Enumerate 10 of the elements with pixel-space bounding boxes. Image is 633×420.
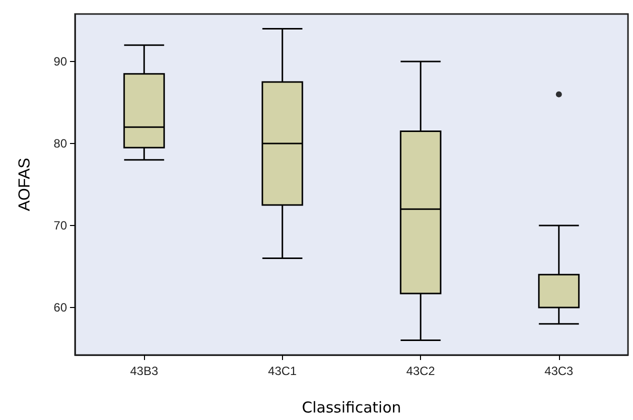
y-tick-label: 70 — [54, 218, 68, 232]
y-tick-label: 60 — [54, 300, 68, 314]
x-tick-label: 43C1 — [268, 364, 298, 378]
x-axis-title: Classification — [302, 398, 402, 416]
y-tick-label: 80 — [54, 136, 68, 151]
x-tick-label: 43C2 — [406, 364, 436, 378]
y-axis-title: AOFAS — [16, 158, 34, 212]
x-tick-label: 43B3 — [130, 364, 158, 378]
y-tick-label: 90 — [54, 54, 68, 69]
x-tick-label: 43C3 — [544, 364, 574, 378]
